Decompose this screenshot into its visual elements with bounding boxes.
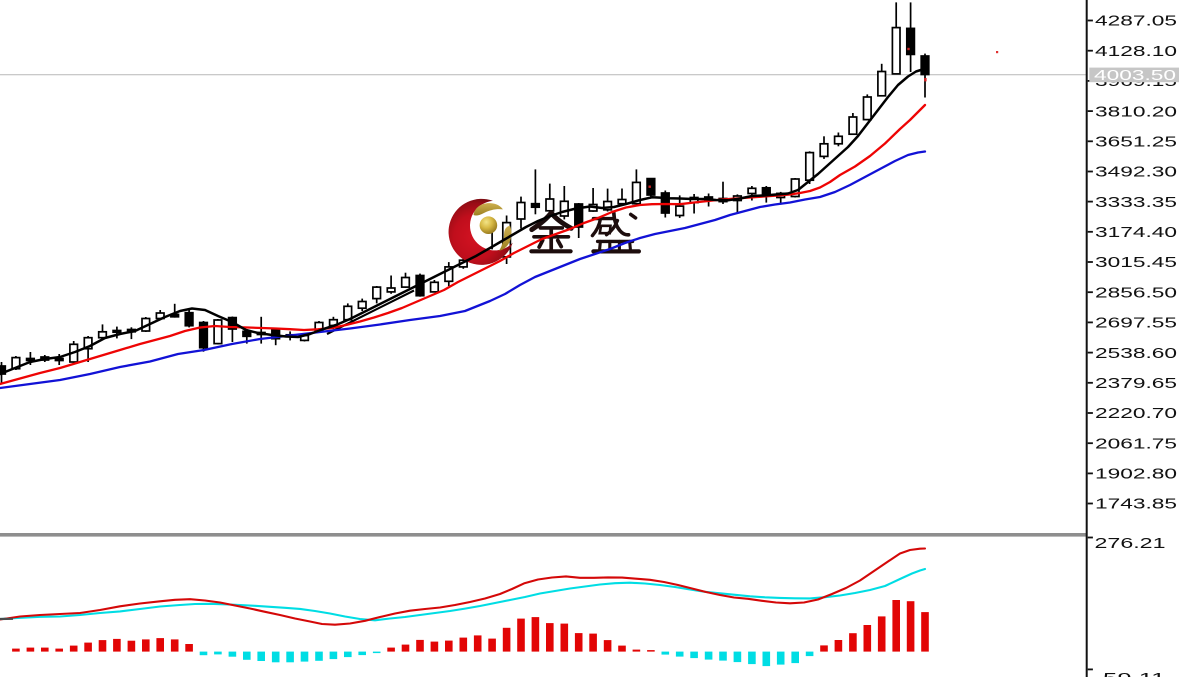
svg-text:2697.55: 2697.55 xyxy=(1095,316,1177,332)
svg-text:4287.05: 4287.05 xyxy=(1095,14,1177,30)
svg-text:3492.30: 3492.30 xyxy=(1095,165,1177,181)
svg-text:2856.50: 2856.50 xyxy=(1095,285,1177,301)
svg-text:2538.60: 2538.60 xyxy=(1095,346,1177,362)
svg-text:3174.40: 3174.40 xyxy=(1095,225,1177,241)
svg-text:2220.70: 2220.70 xyxy=(1095,406,1177,422)
svg-text:2061.75: 2061.75 xyxy=(1095,436,1177,452)
svg-text:2379.65: 2379.65 xyxy=(1095,376,1177,392)
svg-text:276.21: 276.21 xyxy=(1095,536,1166,552)
svg-text:1902.80: 1902.80 xyxy=(1095,467,1177,483)
svg-text:4003.50: 4003.50 xyxy=(1094,68,1176,84)
svg-text:4128.10: 4128.10 xyxy=(1095,44,1177,60)
svg-text:3015.45: 3015.45 xyxy=(1095,255,1177,271)
svg-text:3651.25: 3651.25 xyxy=(1095,135,1177,151)
svg-text:1743.85: 1743.85 xyxy=(1095,497,1177,513)
svg-text:3810.20: 3810.20 xyxy=(1095,104,1177,120)
svg-text:3333.35: 3333.35 xyxy=(1095,195,1177,211)
svg-text:-59.11: -59.11 xyxy=(1095,671,1166,677)
